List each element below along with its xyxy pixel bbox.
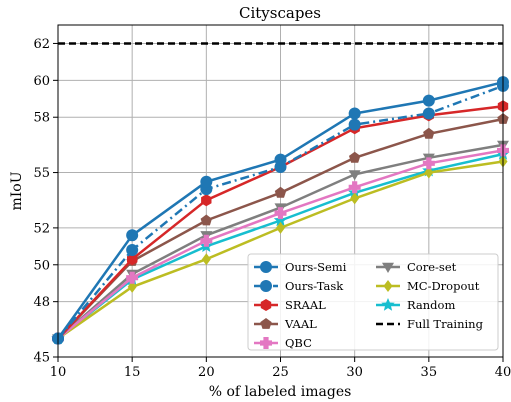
legend-item: Random [376, 298, 455, 312]
data-point [126, 229, 139, 242]
y-axis-label: mIoU [9, 171, 25, 210]
data-point [127, 280, 137, 293]
x-tick-label: 20 [198, 365, 215, 380]
data-point [422, 157, 435, 170]
legend-item: VAAL [254, 317, 317, 331]
x-tick-label: 25 [272, 365, 289, 380]
x-axis-label: % of labeled images [209, 384, 352, 400]
legend-label: Ours-Task [285, 279, 344, 293]
legend-label: VAAL [284, 317, 317, 331]
legend-label: SRAAL [285, 298, 326, 312]
y-tick-label: 62 [33, 37, 50, 52]
legend-swatch-marker [260, 299, 272, 311]
data-point [348, 118, 361, 131]
data-point [201, 194, 212, 207]
legend-swatch-marker [382, 262, 394, 273]
x-axis-ticks: 10 15 20 25 30 35 40 [50, 357, 511, 380]
data-point [350, 192, 360, 205]
data-point [126, 271, 139, 284]
legend-item: MC-Dropout [376, 279, 480, 293]
x-tick-label: 10 [50, 365, 67, 380]
data-point [201, 253, 211, 266]
y-tick-label: 52 [33, 221, 50, 236]
x-tick-label: 35 [421, 365, 438, 380]
y-tick-label: 58 [33, 111, 50, 126]
series-group [51, 76, 510, 345]
data-point [422, 107, 435, 120]
x-tick-label: 40 [495, 365, 511, 380]
x-tick-label: 15 [124, 365, 141, 380]
data-point [273, 213, 288, 227]
legend-swatch-marker [381, 298, 395, 311]
y-axis-ticks: 45 48 50 52 55 58 60 62 [33, 37, 58, 366]
data-point [348, 107, 361, 120]
legend-item: Full Training [376, 317, 484, 331]
y-tick-label: 50 [33, 258, 50, 273]
legend-label: Full Training [407, 317, 484, 331]
data-point [127, 253, 138, 266]
data-point [423, 127, 435, 139]
y-tick-label: 48 [33, 295, 50, 310]
legend: Ours-Semi Ours-Task SRAAL VAAL QBC Core-set MC… [247, 253, 499, 351]
legend-label: QBC [285, 336, 312, 350]
data-point [348, 170, 361, 181]
y-tick-label: 60 [33, 74, 50, 89]
data-point [274, 153, 287, 166]
legend-swatch-marker [383, 280, 393, 292]
legend-label: Core-set [407, 260, 457, 274]
legend-item: QBC [254, 336, 312, 350]
data-point [200, 214, 212, 226]
legend-item: Core-set [376, 260, 457, 274]
legend-label: MC-Dropout [407, 279, 480, 293]
legend-label: Ours-Semi [285, 260, 347, 274]
data-point [276, 221, 285, 234]
data-point [424, 166, 434, 179]
legend-item: SRAAL [254, 298, 326, 312]
legend-item: Ours-Task [254, 279, 344, 293]
data-point [200, 175, 213, 188]
data-point [200, 234, 213, 247]
legend-swatch-marker [260, 261, 272, 273]
chart-title: Cityscapes [239, 4, 321, 22]
data-point [348, 181, 361, 194]
data-point [274, 207, 287, 220]
data-point [274, 186, 287, 198]
y-tick-label: 55 [33, 166, 50, 181]
x-tick-label: 30 [346, 365, 363, 380]
legend-box [247, 253, 499, 351]
y-tick-label: 45 [33, 351, 50, 366]
legend-item: Ours-Semi [254, 260, 347, 274]
data-point [349, 151, 361, 163]
legend-swatch-marker [260, 280, 272, 292]
data-point [422, 94, 435, 107]
legend-swatch-marker [260, 337, 272, 349]
data-point [126, 244, 139, 257]
legend-label: Random [407, 298, 455, 312]
legend-swatch-marker [260, 318, 272, 329]
